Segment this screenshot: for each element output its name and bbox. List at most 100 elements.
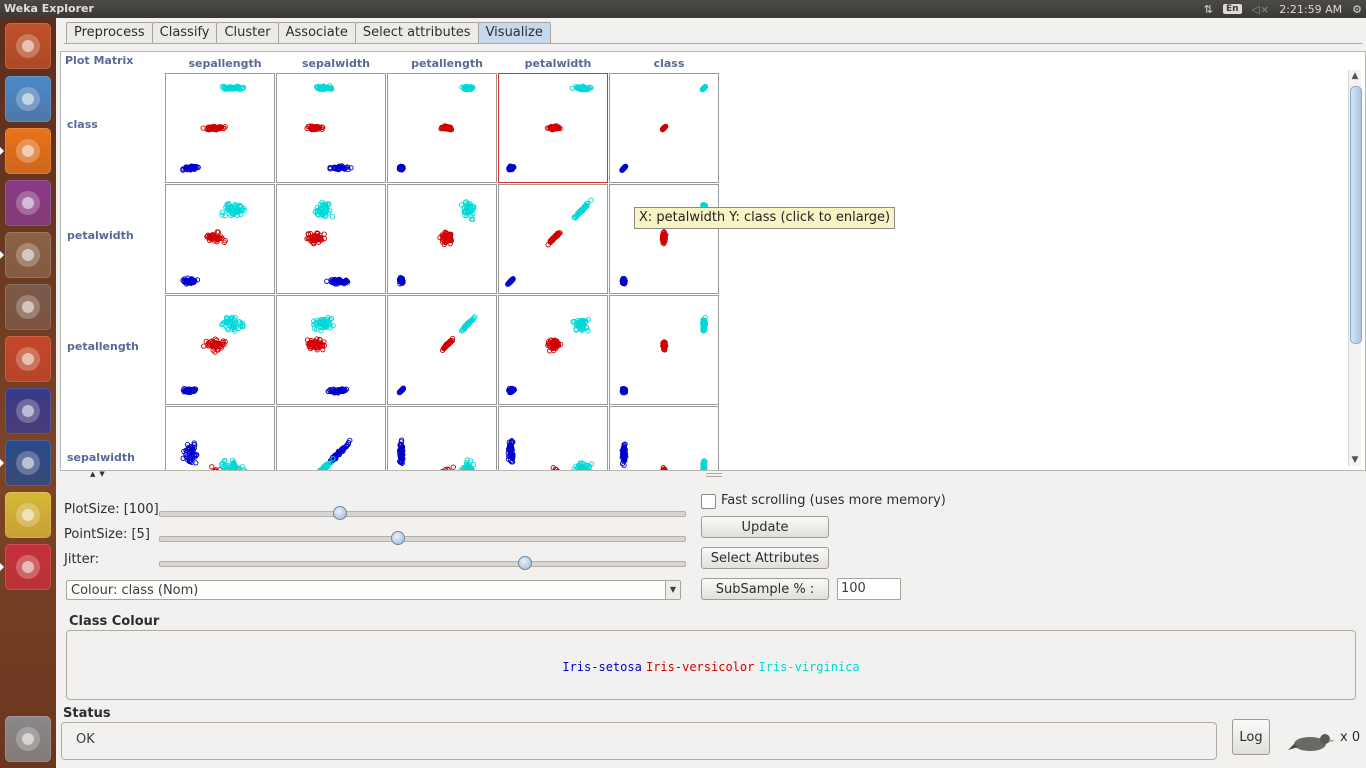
tab-classify[interactable]: Classify (151, 22, 218, 43)
running-indicator (0, 563, 4, 571)
fast-scrolling-label[interactable]: Fast scrolling (uses more memory) (721, 493, 946, 508)
scatter-cell-petalwidth-vs-class[interactable] (498, 73, 608, 183)
scatter-point (588, 197, 594, 203)
scatter-cell-petallength-vs-class[interactable] (387, 73, 497, 183)
subsample-button[interactable]: SubSample % : (701, 578, 829, 600)
scatter-cell-petallength-vs-petallength[interactable] (387, 295, 497, 405)
scatter-point (398, 454, 404, 461)
scatter-cell-class-vs-petalwidth[interactable] (609, 184, 719, 294)
file-manager-icon[interactable] (5, 232, 51, 278)
scatter-point (239, 320, 245, 326)
scroll-thumb[interactable] (1350, 86, 1362, 344)
anaconda-navigator-icon[interactable] (5, 388, 51, 434)
scatter-cell-petalwidth-vs-sepalwidth[interactable] (498, 406, 608, 470)
scatter-point (327, 460, 333, 466)
scatter-cell-petallength-vs-petalwidth[interactable] (387, 184, 497, 294)
scatter-point (221, 341, 227, 347)
scatter-cell-petalwidth-vs-petallength[interactable] (498, 295, 608, 405)
network-updown-icon[interactable]: ⇅ (1203, 2, 1213, 16)
scatter-point (440, 235, 446, 241)
point-size-slider-knob[interactable] (391, 531, 406, 545)
scatter-point (398, 439, 404, 445)
app-window-icon[interactable] (5, 180, 51, 226)
chromium-icon[interactable] (5, 76, 51, 122)
gear-icon[interactable]: ⚙ (1352, 2, 1362, 16)
legend-iris-setosa[interactable]: Iris-setosa (562, 660, 642, 674)
scatter-cell-class-vs-sepalwidth[interactable] (609, 406, 719, 470)
fast-scrolling-checkbox[interactable] (701, 494, 716, 509)
scatter-point (222, 339, 228, 345)
scatter-point (221, 239, 227, 245)
select-attributes-button[interactable]: Select Attributes (701, 547, 829, 569)
scatter-point (239, 207, 245, 213)
impress-icon[interactable] (5, 336, 51, 382)
geometry-app-icon[interactable] (5, 492, 51, 538)
legend-iris-virginica[interactable]: Iris-virginica (758, 660, 860, 674)
scatter-point (508, 444, 514, 451)
legend-iris-versicolor[interactable]: Iris-versicolor (645, 660, 755, 674)
scatter-cell-sepallength-vs-petalwidth[interactable] (165, 184, 275, 294)
matrix-vertical-scrollbar[interactable]: ▲ ▼ (1348, 70, 1362, 466)
tab-select-attributes[interactable]: Select attributes (354, 22, 479, 43)
tab-cluster[interactable]: Cluster (216, 22, 279, 43)
pdf-reader-icon[interactable] (5, 544, 51, 590)
clock[interactable]: 2:21:59 AM (1279, 2, 1343, 16)
ubuntu-dash-icon[interactable] (5, 23, 51, 69)
chevron-down-icon[interactable]: ▼ (665, 581, 680, 599)
scatter-cell-sepallength-vs-sepalwidth[interactable] (165, 406, 275, 470)
scatter-cell-sepalwidth-vs-class[interactable] (276, 73, 386, 183)
scatter-point (397, 389, 404, 395)
weka-bird-icon[interactable] (5, 440, 51, 486)
tab-associate[interactable]: Associate (277, 22, 356, 43)
scatter-point (555, 124, 561, 130)
scatter-point (315, 234, 321, 240)
scatter-point (445, 469, 450, 470)
jitter-slider-knob[interactable] (517, 556, 532, 570)
scroll-up-arrow-icon[interactable]: ▲ (1351, 71, 1359, 81)
scatter-cell-sepallength-vs-petallength[interactable] (165, 295, 275, 405)
trash-icon[interactable] (5, 716, 51, 762)
scatter-point (340, 445, 346, 451)
scatter-point (554, 232, 560, 238)
firefox-icon[interactable] (5, 128, 51, 174)
plot-size-slider-knob[interactable] (333, 506, 348, 520)
scatter-cell-class-vs-petallength[interactable] (609, 295, 719, 405)
scatter-point (509, 387, 516, 393)
scatter-point (317, 337, 323, 343)
volume-muted-icon[interactable]: ◁× (1251, 2, 1270, 16)
tab-visualize[interactable]: Visualize (477, 22, 551, 43)
log-button[interactable]: Log (1232, 719, 1270, 755)
scatter-point (210, 231, 216, 238)
subsample-percent-input[interactable]: 100 (837, 578, 901, 600)
scatter-point (701, 320, 707, 326)
splitter-arrows-icon[interactable]: ▲▼ (90, 470, 109, 478)
scatter-point (550, 465, 556, 470)
scatter-point (554, 338, 560, 344)
scatter-point (464, 457, 470, 463)
scatter-cell-sepallength-vs-class[interactable] (165, 73, 275, 183)
point-size-slider[interactable] (159, 531, 686, 545)
scatter-cell-petalwidth-vs-petalwidth[interactable] (498, 184, 608, 294)
scatter-cell-sepalwidth-vs-petalwidth[interactable] (276, 184, 386, 294)
scatter-cell-sepalwidth-vs-sepalwidth[interactable] (276, 406, 386, 470)
scatter-point (320, 211, 326, 218)
keyboard-layout-indicator[interactable]: En (1222, 4, 1242, 14)
colour-select[interactable]: Colour: class (Nom) ▼ (66, 580, 681, 600)
scatter-point (701, 324, 707, 330)
scatter-point (319, 199, 325, 206)
scatter-point (554, 341, 560, 347)
split-pane-divider[interactable]: ▲▼ (60, 470, 1364, 478)
scatter-cell-petallength-vs-sepalwidth[interactable] (387, 406, 497, 470)
scatter-cell-class-vs-class[interactable] (609, 73, 719, 183)
scatter-point (621, 457, 628, 464)
scatter-cell-sepalwidth-vs-petallength[interactable] (276, 295, 386, 405)
update-button[interactable]: Update (701, 516, 829, 538)
weka-bird-status-icon[interactable] (1288, 730, 1336, 754)
scatter-point (236, 319, 243, 325)
tab-preprocess[interactable]: Preprocess (66, 22, 153, 43)
jitter-slider[interactable] (159, 556, 686, 570)
plot-size-slider[interactable] (159, 506, 686, 520)
splitter-grip[interactable] (706, 473, 722, 477)
scroll-down-arrow-icon[interactable]: ▼ (1351, 455, 1359, 465)
system-settings-icon[interactable] (5, 284, 51, 330)
